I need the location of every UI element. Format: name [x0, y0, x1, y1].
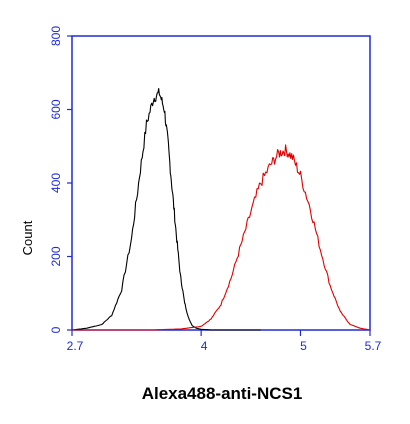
x-axis: 2.7 4 5 5.7 [67, 330, 382, 353]
x-tick-label: 4 [201, 339, 208, 353]
y-tick-label: 0 [49, 326, 63, 333]
histogram-series-line [71, 88, 261, 331]
series-layer [71, 88, 371, 331]
x-axis-label: Alexa488-anti-NCS1 [142, 384, 303, 403]
y-axis: 0 200 400 600 800 [49, 26, 72, 333]
x-tick-label: 2.7 [67, 339, 84, 353]
y-tick-label: 200 [49, 246, 63, 266]
x-tick-label: 5 [300, 339, 307, 353]
y-tick-label: 400 [49, 173, 63, 193]
y-axis-label: Count [20, 220, 35, 255]
plot-area [71, 35, 371, 331]
histogram-series-line [72, 144, 371, 331]
x-tick-label: 5.7 [365, 339, 382, 353]
y-tick-label: 800 [49, 26, 63, 46]
y-tick-label: 600 [49, 99, 63, 119]
